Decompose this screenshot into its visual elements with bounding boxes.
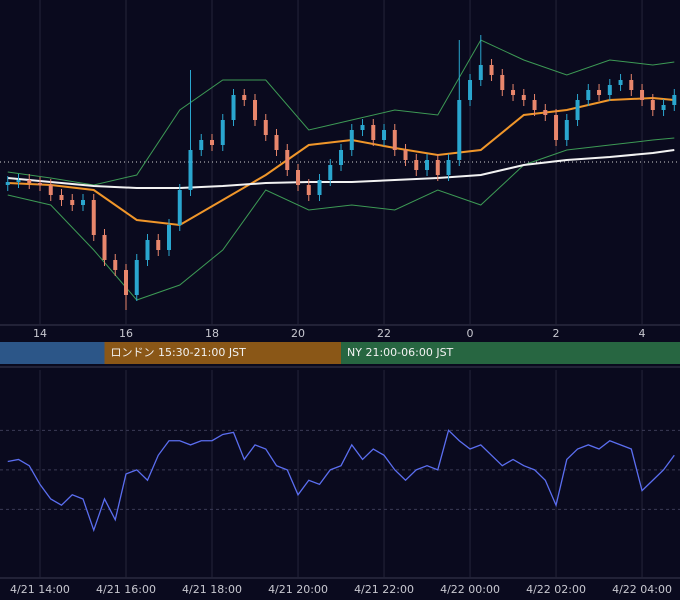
candle-body xyxy=(145,240,150,260)
candle-body xyxy=(134,260,139,295)
candle-body xyxy=(382,130,387,140)
x-tick-label: 4/21 18:00 xyxy=(182,583,242,596)
candle-body xyxy=(188,150,193,190)
candle-body xyxy=(5,182,10,185)
candle-body xyxy=(661,105,666,110)
x-tick-label: 4/21 22:00 xyxy=(354,583,414,596)
candle-body xyxy=(650,100,655,110)
candle-body xyxy=(586,90,591,100)
candle-body xyxy=(607,85,612,95)
candle-body xyxy=(446,160,451,175)
candle-body xyxy=(618,80,623,85)
x-tick-label: 20 xyxy=(291,327,305,340)
candle-body xyxy=(360,125,365,130)
overlay-line xyxy=(7,137,675,301)
candle-body xyxy=(27,180,32,183)
overlay-line xyxy=(7,149,675,189)
x-tick-label: 14 xyxy=(33,327,47,340)
candle-body xyxy=(564,120,569,140)
candle-body xyxy=(199,140,204,150)
candle-body xyxy=(414,160,419,170)
x-tick-label: 18 xyxy=(205,327,219,340)
session-band xyxy=(341,342,680,364)
candle-body xyxy=(640,90,645,100)
candle-body xyxy=(37,183,42,185)
candle-body xyxy=(306,185,311,195)
candle-body xyxy=(500,75,505,90)
candle-body xyxy=(672,95,677,105)
candle-body xyxy=(156,240,161,250)
candle-body xyxy=(597,90,602,95)
candle-body xyxy=(177,190,182,225)
candle-body xyxy=(468,80,473,100)
x-tick-label: 4/22 00:00 xyxy=(440,583,500,596)
candle-body xyxy=(210,140,215,145)
x-tick-label: 4/22 02:00 xyxy=(526,583,586,596)
candle-body xyxy=(317,180,322,195)
x-tick-label: 22 xyxy=(377,327,391,340)
candle-body xyxy=(532,100,537,110)
candle-body xyxy=(554,115,559,140)
candle-body xyxy=(371,125,376,140)
session-label: NY 21:00-06:00 JST xyxy=(347,346,454,359)
x-tick-label: 4/22 04:00 xyxy=(612,583,672,596)
x-tick-label: 4 xyxy=(639,327,646,340)
candle-body xyxy=(48,185,53,195)
x-tick-label: 2 xyxy=(553,327,560,340)
candle-body xyxy=(113,260,118,270)
candle-body xyxy=(521,95,526,100)
candle-body xyxy=(263,120,268,135)
candle-body xyxy=(167,225,172,250)
candle-body xyxy=(575,100,580,120)
candle-body xyxy=(285,150,290,170)
candle-body xyxy=(253,100,258,120)
candle-body xyxy=(91,200,96,235)
candle-body xyxy=(543,110,548,115)
candle-body xyxy=(478,65,483,80)
candle-body xyxy=(16,180,21,182)
candle-body xyxy=(70,200,75,205)
candle-body xyxy=(296,170,301,185)
candle-body xyxy=(59,195,64,200)
x-tick-label: 4/21 20:00 xyxy=(268,583,328,596)
x-tick-label: 4/21 16:00 xyxy=(96,583,156,596)
candle-body xyxy=(349,130,354,150)
x-tick-label: 4/21 14:00 xyxy=(10,583,70,596)
candle-body xyxy=(425,160,430,170)
candle-body xyxy=(102,235,107,260)
session-band xyxy=(0,342,105,364)
candle-body xyxy=(328,165,333,180)
candle-body xyxy=(124,270,129,295)
overlay-line xyxy=(7,39,675,186)
candle-body xyxy=(511,90,516,95)
candle-body xyxy=(457,100,462,160)
candle-body xyxy=(242,95,247,100)
candle-body xyxy=(629,80,634,90)
candle-body xyxy=(392,130,397,150)
candle-body xyxy=(220,120,225,145)
session-band xyxy=(104,342,342,364)
candle-body xyxy=(274,135,279,150)
candle-body xyxy=(339,150,344,165)
session-label: ロンドン 15:30-21:00 JST xyxy=(110,346,246,359)
candle-body xyxy=(403,150,408,160)
candle-body xyxy=(435,160,440,175)
x-tick-label: 0 xyxy=(467,327,474,340)
candle-body xyxy=(489,65,494,75)
candle-body xyxy=(80,200,85,205)
candle-body xyxy=(231,95,236,120)
oscillator-line xyxy=(7,429,675,533)
x-tick-label: 16 xyxy=(119,327,133,340)
